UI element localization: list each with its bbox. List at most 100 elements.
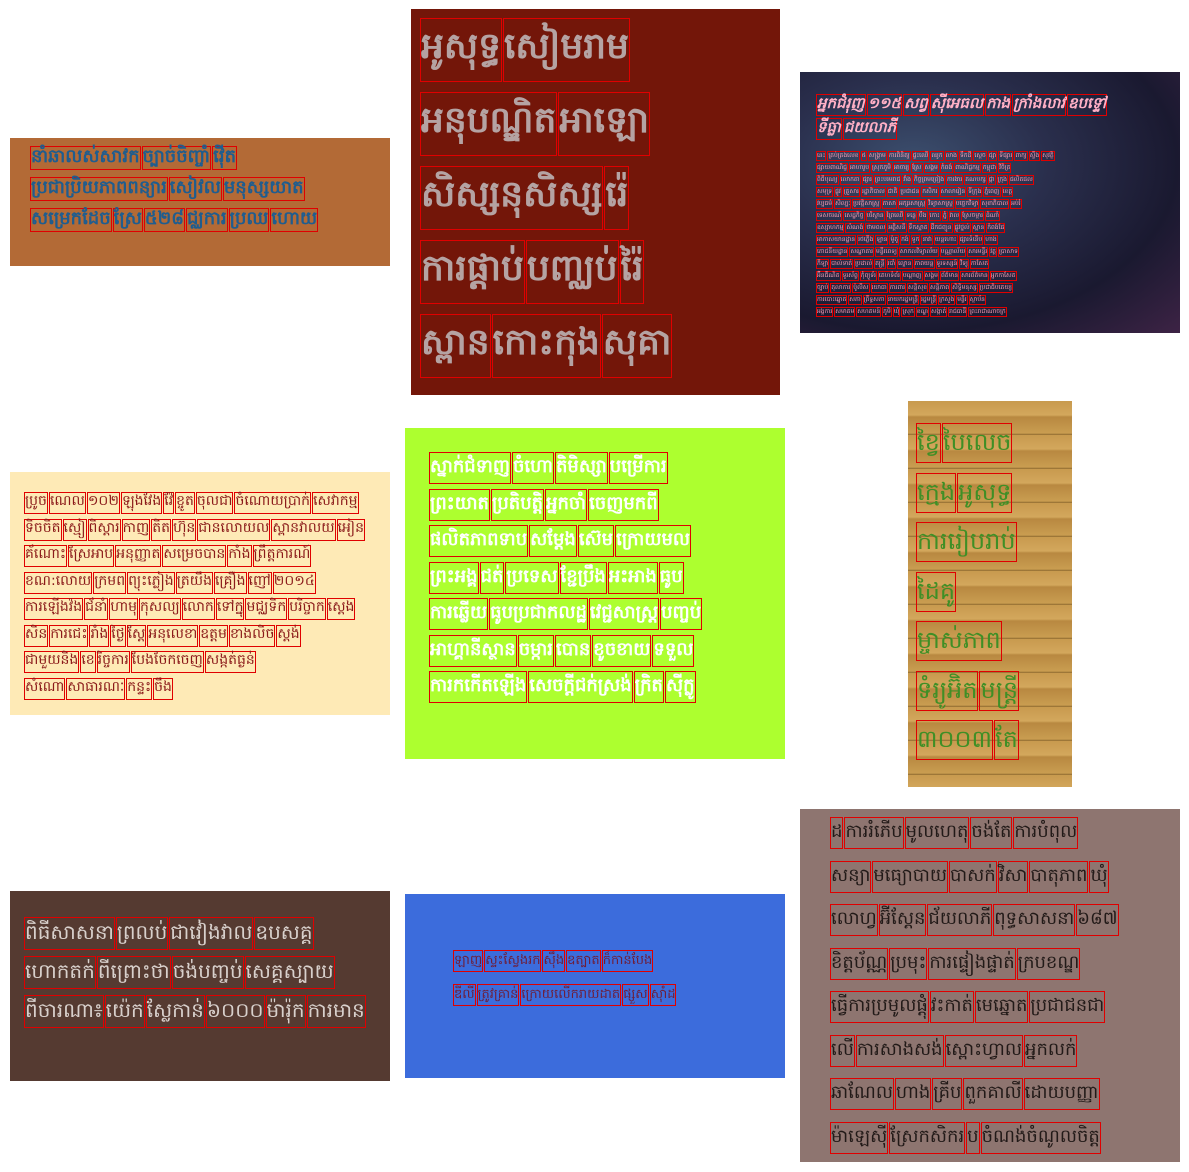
word-box: ឆាណែល xyxy=(830,1078,894,1110)
word-box: វិចិត្រ xyxy=(998,163,1012,173)
word-box: ប្រាសាទ xyxy=(998,247,1019,257)
text-line: ឧស្សាហកម្ម សំណង់ ថាមពល អគ្គិសនី ទឹកស្អាត ដឹកជ… xyxy=(816,223,1006,242)
text-lines: នាំឆាលស់សាវក ច្បាច់ចិញ្ចាំ វ៉ើត ប្រជាប្រិយភ… xyxy=(10,138,390,266)
word-box: ធូបប្រជាកលដ្ឋ xyxy=(489,598,588,630)
word-box: ខាងលិច xyxy=(228,624,276,647)
word-box: ផ្សាយពាណិជ្ជ xyxy=(816,163,848,173)
word-box: ប្រវត្តិសាស្ត្រ xyxy=(852,199,881,209)
text-panel-cream: ប្រូច ណេល ១០២ ឡុងវែង វ៉ែ ខ្ចូត ចុលជា ចំណោយប្រាក… xyxy=(10,472,390,715)
word-box: ទីផ្សារ xyxy=(998,151,1014,161)
word-box: កំពង់ផែ xyxy=(986,223,1006,233)
word-box: ក្រាំងលាវ xyxy=(1011,94,1067,116)
word-box: សង្គម xyxy=(923,271,939,281)
text-line: អង្គការ សមាគម សហគមន៍ ភូមិ ឃុំ ស្រុក ខណ្ឌ សង្កាត… xyxy=(816,307,1008,326)
word-box: សម្រេកដែច xyxy=(30,208,112,232)
word-box: ក្រោយមល xyxy=(615,525,692,557)
word-box: ជានលោយល xyxy=(197,518,271,541)
word-box: ប្រជាប្រិយភាពពន្យារ xyxy=(30,177,168,201)
word-box: ផលិតផល xyxy=(1008,175,1034,185)
text-lines: ពិធីសាសនា ព្រលប់ ជាវៀងវាល ឧបសគ្គ ហោកតក់ ពីព្រ… xyxy=(10,891,390,1081)
text-line: ក្មេង អូសុទ្ធ xyxy=(916,472,1013,513)
word-box: កន្ទះ xyxy=(126,677,153,700)
word-box: តែ xyxy=(994,720,1019,760)
text-line: ព្រះយាត ប្រតិបត្តិ អ្នកចាំ ចេញមកពី xyxy=(429,488,660,521)
word-box: យ៉េក xyxy=(104,995,145,1028)
text-line: លើ ការសាងសង់ ស្ពោះហ្វាល អ្នកលក់ xyxy=(830,1034,1078,1067)
word-box: ព្រឹទ្ធសភា xyxy=(862,295,886,305)
word-box: សេដ្ឋកិច្ច xyxy=(843,211,865,221)
word-box: គេហទំព័រ xyxy=(877,271,901,281)
word-box: ភាពយន្ត xyxy=(913,259,935,269)
text-panel-orange: នាំឆាលស់សាវក ច្បាច់ចិញ្ចាំ វ៉ើត ប្រជាប្រិយភ… xyxy=(10,138,390,266)
word-box: ពួកគាលី xyxy=(963,1078,1023,1110)
word-box: វិសា xyxy=(997,860,1029,893)
text-lines: អ្នកជំរុញ ១១៥ សព្វ ស៊ីអេធល កាង ក្រាំងលាវ ឧបទ្ទ… xyxy=(800,72,1180,333)
word-box: ៣០០៣ xyxy=(916,720,993,760)
word-box: ស្ពាន xyxy=(420,314,491,378)
word-box: ផ្កា xyxy=(987,175,996,185)
word-box: ភាសា xyxy=(881,199,897,209)
word-box: ផ្សារ xyxy=(861,175,873,185)
word-box: ប្រូច xyxy=(24,492,48,514)
word-box: របាំ xyxy=(886,259,897,269)
word-box: សៀវល xyxy=(168,177,222,201)
word-box: ខេត្ត xyxy=(1001,187,1014,197)
word-box: សន្តិសុខ xyxy=(906,283,929,293)
word-box: ការមាន xyxy=(306,995,366,1028)
word-box: ស្មៀ xyxy=(62,518,87,541)
word-box: ជត់ xyxy=(479,561,505,594)
word-box: ចម្ការ xyxy=(517,634,554,667)
word-box: ឧបទ្ទៅ xyxy=(1067,94,1108,116)
word-box: ស៊ឹង xyxy=(542,950,566,972)
word-box: ក្រោយលើករាយដាត xyxy=(520,984,622,1006)
word-box: អប់រំ xyxy=(1010,199,1022,209)
text-panel-blue: ឡាញ ស្ទះស្វែងរក ស៊ឹង ឧត្បាត ក៏កាន់បែង ឌីលី ត្រ… xyxy=(405,894,785,1078)
text-line: ខណ:លោយ ក្រមព ព្យុះភ្លៀង ត្រយឹង គ្រឿង ញៅ ២០១៤ xyxy=(24,571,317,594)
word-box: កសិករ xyxy=(921,187,939,197)
word-box: វិទ្យុ xyxy=(959,259,969,269)
text-lines: ប្រូច ណេល ១០២ ឡុងវែង វ៉ែ ខ្ចូត ចុលជា ចំណោយប្រាក… xyxy=(10,472,390,715)
word-box: ជ័នាំ xyxy=(84,598,109,620)
text-panel-wood: ខ្វៃ បៃលេច ក្មេង អូសុទ្ធ ការរៀបរាប់ ដៃគូ ម្ចាស… xyxy=(908,401,1072,787)
text-line: ទីធ្លា ជយលាភី xyxy=(816,118,898,140)
word-box: ស្រែកសិករ xyxy=(889,1121,966,1154)
word-box: រាជធានី xyxy=(948,307,968,317)
text-line: កីឡា បាល់ទាត់ ប្រដាល់ តន្ត្រី របាំ ល្ខោន ភាពយន… xyxy=(816,259,990,278)
text-panel-maroon: អូសុទ្ធសៀមរាម អនុបណ្ឌិតអាឡោ សិស្សនុសិស្សរ៉… xyxy=(411,9,780,395)
text-line: ខិត្តប័ណ្ណ ប្រមុះ ការផ្ទៀងផ្ទាត់ ក្របខណ្ឌ xyxy=(830,947,1081,980)
word-box: ប្រជាធិបតេយ្យ xyxy=(978,283,1013,293)
word-box: អ្នកលក់ xyxy=(1024,1034,1078,1067)
word-box: រ៉ៃ xyxy=(619,240,645,304)
word-box: នាយករដ្ឋមន្ត្រី xyxy=(886,295,919,305)
word-box: តិត xyxy=(151,518,172,541)
word-box: នាវា xyxy=(921,235,933,245)
word-box: សេចក្តីជក់ស្រង់ xyxy=(528,671,633,703)
word-box: ឃុំ xyxy=(892,307,901,317)
text-lines: ឡាញ ស្ទះស្វែងរក ស៊ឹង ឧត្បាត ក៏កាន់បែង ឌីលី ត្រ… xyxy=(405,894,785,1078)
word-box: រដ្ឋមន្ត្រី xyxy=(919,295,938,305)
word-box: កោះ xyxy=(928,211,941,221)
word-box: អាឡោ xyxy=(558,92,651,156)
text-line: ការឡើងវ៉ង ជ័នាំ ហាមុ កុសល្យ លោក ទៅក្នុ មជ្ឈទិក… xyxy=(24,598,356,620)
word-box: ហាង xyxy=(894,1078,932,1110)
word-box: លោកតា xyxy=(839,175,861,185)
word-box: ពិធីបុណ្យ xyxy=(816,175,839,185)
word-box: តិមិស្សា xyxy=(554,452,608,484)
word-box: កម្ពុជា xyxy=(981,163,998,173)
word-box: កុសល្យ xyxy=(138,598,181,620)
word-box: ស្រែចម្ការ xyxy=(961,211,984,221)
word-box: ៦៨៧ xyxy=(1076,904,1119,936)
text-line: ឌីលី ត្រូវគ្រាន់ ក្រោយលើករាយដាត ផ្សួស ស៊ាំដ xyxy=(453,984,677,1006)
word-box: ប្រទេស xyxy=(505,561,559,594)
word-box: ស្តេង xyxy=(326,598,356,620)
word-box: មធ្យោបាយ xyxy=(872,860,949,893)
word-box: ព្រៃឈើ xyxy=(885,211,905,221)
word-box: ហាង xyxy=(984,235,998,245)
word-box: ការកកើតឡើង xyxy=(429,671,528,703)
word-box: ការពិនិត្យ xyxy=(887,151,911,161)
word-box: វិទ្យាសាស្ត្រ xyxy=(927,199,954,209)
word-box: ខូចខាយ xyxy=(592,634,652,667)
word-box: បោន xyxy=(554,634,592,667)
word-box: ប្រតិបត្តិ xyxy=(490,488,545,521)
word-box: គ្រឿង xyxy=(213,571,247,594)
